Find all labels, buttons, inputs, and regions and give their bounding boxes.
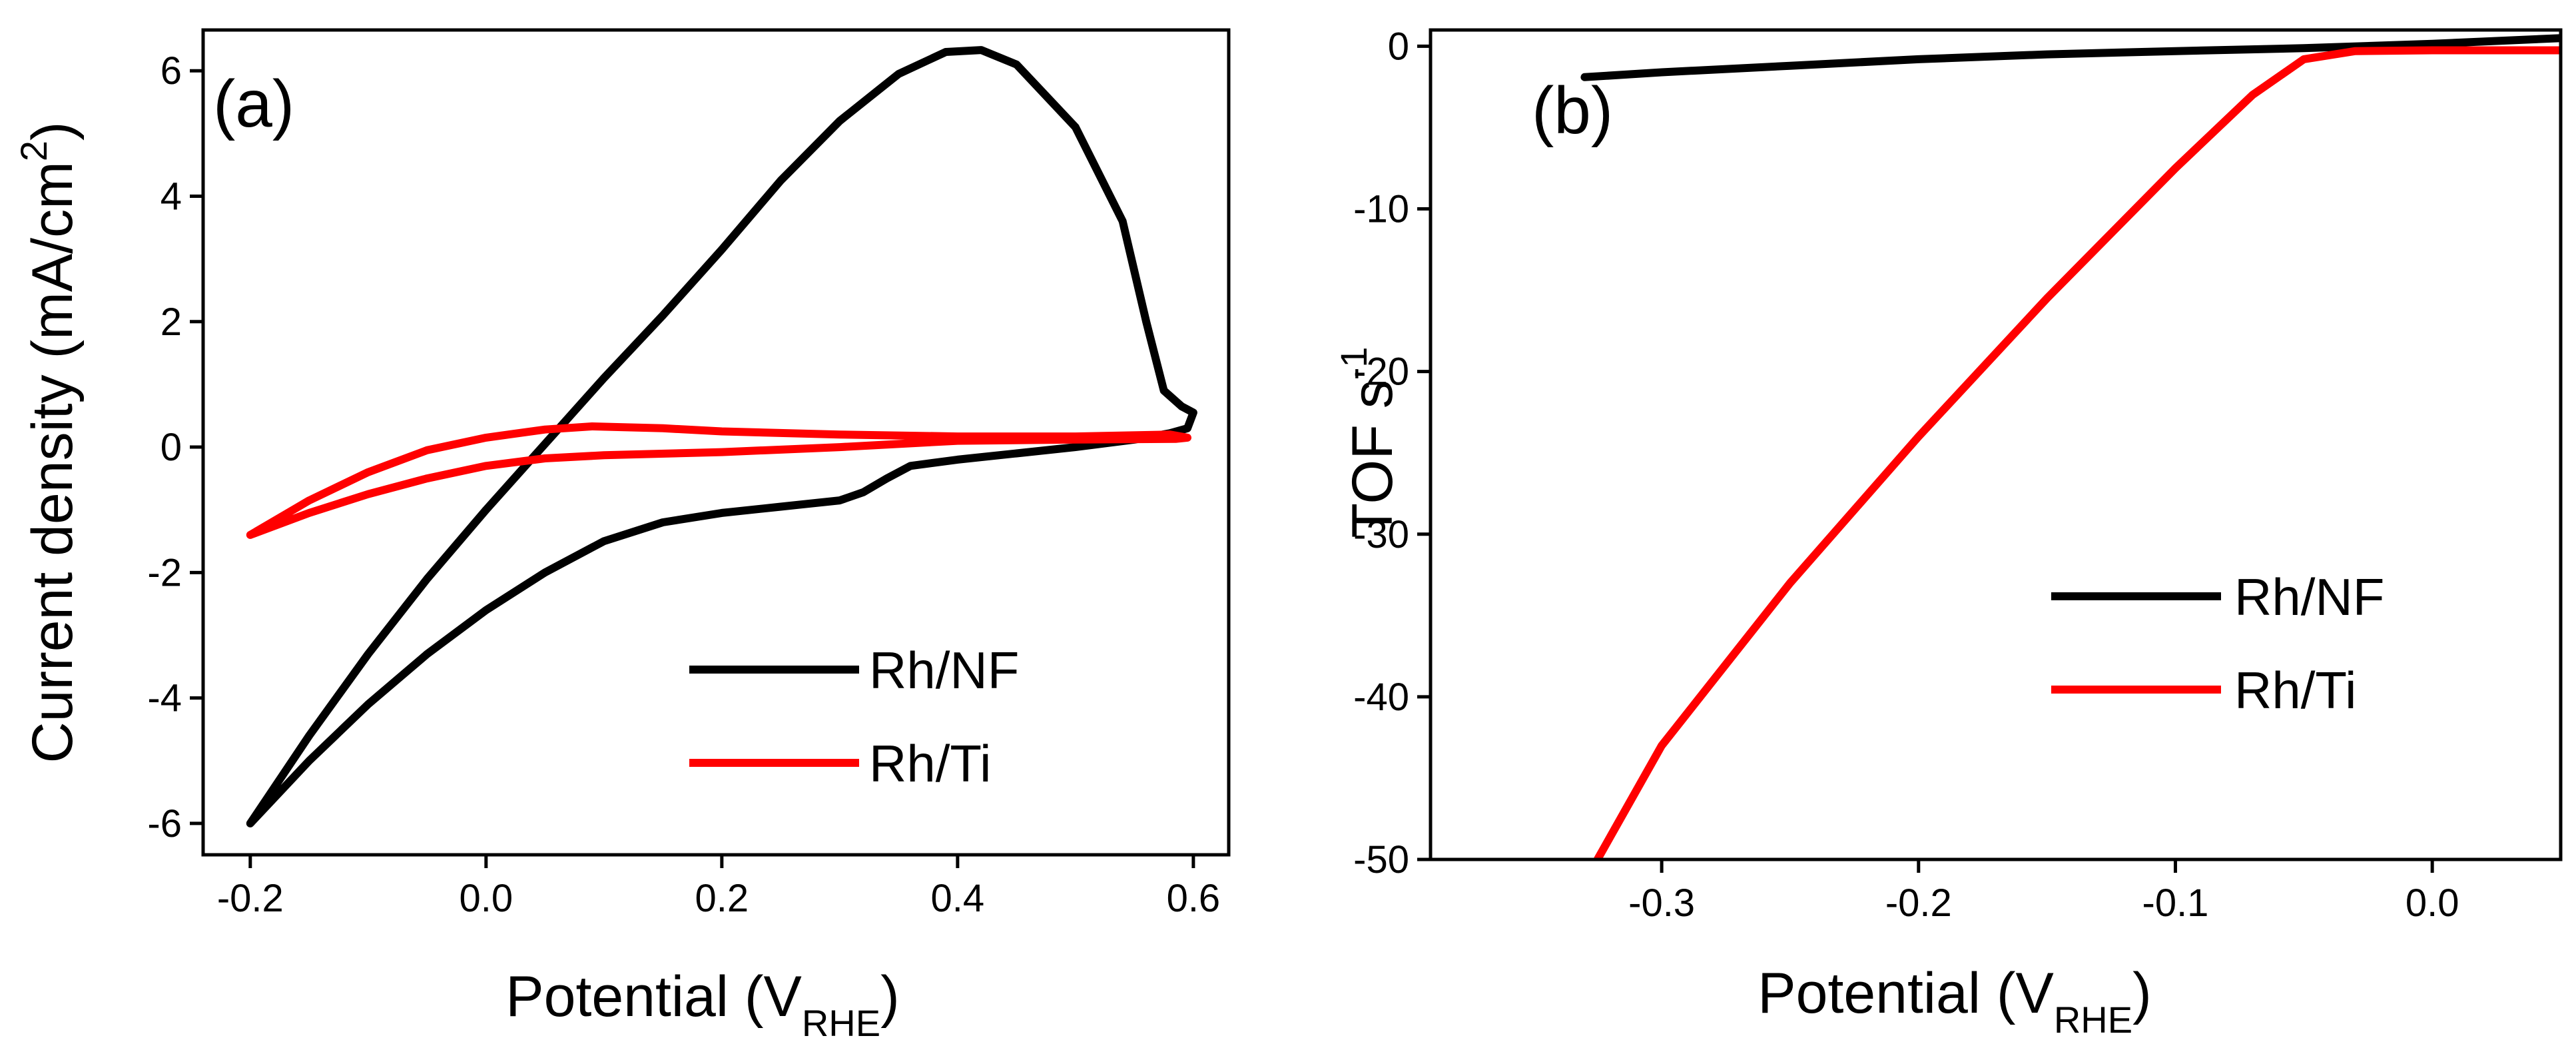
panel-a-y-axis-title-main: Current density (mA/cm [21,161,85,763]
panel-a-x-axis-title-close: ) [880,965,900,1029]
panel-b: -0.3 -0.2 -0.1 0.0 -50 -40 -30 -20 -10 0 (b) Potent… [1333,25,2563,1041]
panel-a-legend-label: Rh/Ti [869,734,991,793]
panel-a-y-tick-label: 6 [161,49,182,93]
panel-b-y-axis-title-main: TOF s [1341,380,1405,538]
panel-b-y-tick-label: -50 [1353,838,1409,881]
panel-b-x-axis-title-main: Potential (V [1758,961,2054,1025]
panel-b-series-rh-ti [1593,46,2561,859]
panel-a-y-tick-label: -2 [147,551,182,594]
panel-a-x-tick-label: 0.6 [1167,877,1221,920]
panel-b-y-tick-label: 0 [1388,25,1409,68]
panel-a-x-tick-label: -0.2 [217,877,284,920]
panel-b-series-rh-nf [1580,34,2561,81]
panel-b-x-tick-label: -0.2 [1885,881,1952,925]
panel-a-y-tick-label: 4 [161,175,182,218]
panel-b-y-tick-label: -30 [1353,513,1409,556]
panel-a-series-rh-ti [246,422,1191,539]
panel-a-legend-label: Rh/NF [869,641,1019,700]
panel-b-y-tick-label: -40 [1353,676,1409,719]
panel-b-x-axis-title-close: ) [2132,961,2152,1025]
panel-a-y-tick-label: -6 [147,802,182,845]
panel-a-x-axis-title: Potential (VRHE) [505,965,899,1044]
panel-a-y-tick-label: -4 [147,677,182,720]
panel-b-x-axis-title-sub: RHE [2054,999,2132,1041]
panel-a-x-tick-label: 0.4 [931,877,985,920]
panel-b-x-axis-title: Potential (VRHE) [1758,961,2151,1041]
panel-b-x-tick-label: 0.0 [2406,881,2459,925]
panel-b-x-tick-label: -0.1 [2142,881,2209,925]
panel-b-legend-label: Rh/Ti [2234,661,2356,720]
panel-a-x-tick-label: 0.0 [460,877,513,920]
panel-a-y-axis-title: Current density (mA/cm2) [13,121,85,763]
panel-b-x-tick-label: -0.3 [1628,881,1695,925]
panel-a-y-axis-title-sup: 2 [13,141,55,161]
panel-b-y-axis-title: TOF s-1 [1333,346,1405,538]
panel-a: -0.2 0.0 0.2 0.4 0.6 -6 -4 -2 0 2 4 6 (a) Potential (… [13,28,1231,1044]
panel-a-x-tick-label: 0.2 [695,877,749,920]
panel-a-series-rh-nf [246,46,1197,827]
panel-a-x-axis-title-sub: RHE [802,1002,880,1044]
panel-b-y-tick-label: -10 [1353,188,1409,231]
panel-a-x-axis-title-main: Potential (V [505,965,802,1029]
panel-b-y-tick-label: -20 [1353,350,1409,394]
panel-a-y-tick-label: 0 [161,426,182,469]
panel-b-plot-frame [1429,28,2563,861]
panel-a-plot-frame [201,28,1231,857]
panel-a-y-tick-label: 2 [161,300,182,344]
panel-b-panel-label: (b) [1532,73,1613,148]
panel-a-y-axis-title-close: ) [21,121,85,141]
panel-a-panel-label: (a) [213,67,294,141]
panel-b-y-axis-title-sup: -1 [1333,346,1375,380]
panel-b-legend-label: Rh/NF [2234,568,2384,626]
